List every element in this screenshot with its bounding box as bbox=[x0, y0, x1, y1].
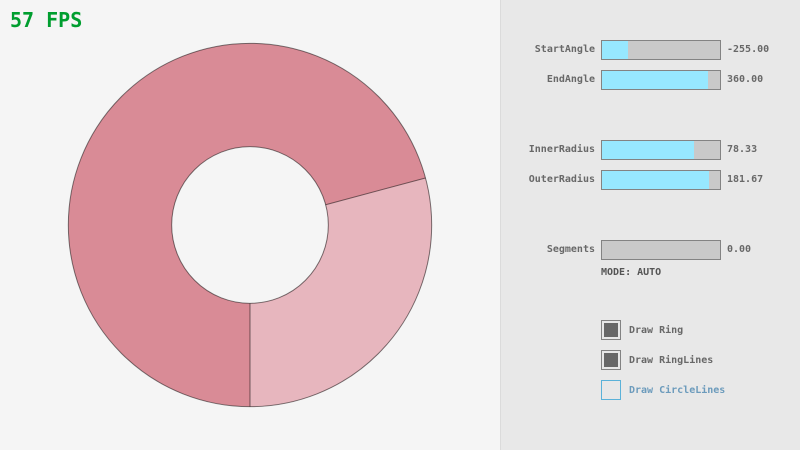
segments-value: 0.00 bbox=[727, 244, 752, 255]
endangle-slider[interactable] bbox=[601, 70, 721, 90]
slider-row-startangle: StartAngle -255.00 bbox=[501, 40, 800, 60]
check-mark bbox=[604, 353, 618, 367]
checkbox-draw-circlelines-box[interactable] bbox=[601, 380, 621, 400]
checkbox-draw-ring-label: Draw Ring bbox=[629, 324, 684, 336]
checkbox-draw-ring[interactable]: Draw Ring bbox=[601, 320, 683, 340]
startangle-value: -255.00 bbox=[727, 44, 770, 55]
checkbox-draw-ringlines[interactable]: Draw RingLines bbox=[601, 350, 713, 370]
startangle-slider[interactable] bbox=[601, 40, 721, 60]
segments-mode-text: MODE: AUTO bbox=[601, 267, 662, 278]
innerradius-slider-fill bbox=[602, 141, 695, 159]
outerradius-slider-fill bbox=[602, 171, 710, 189]
innerradius-label: InnerRadius bbox=[528, 144, 595, 155]
startangle-slider-fill bbox=[602, 41, 628, 59]
slider-row-endangle: EndAngle 360.00 bbox=[501, 70, 800, 90]
fps-counter: 57 FPS bbox=[10, 8, 83, 32]
check-mark bbox=[604, 383, 618, 397]
endangle-slider-fill bbox=[602, 71, 709, 89]
slider-row-segments: Segments 0.00 bbox=[501, 240, 800, 260]
endangle-label: EndAngle bbox=[546, 74, 595, 85]
outerradius-slider[interactable] bbox=[601, 170, 721, 190]
checkbox-draw-ringlines-label: Draw RingLines bbox=[629, 354, 714, 366]
outerradius-value: 181.67 bbox=[727, 174, 764, 185]
checkbox-draw-circlelines[interactable]: Draw CircleLines bbox=[601, 380, 725, 400]
innerradius-value: 78.33 bbox=[727, 144, 758, 155]
checkbox-draw-ring-box[interactable] bbox=[601, 320, 621, 340]
slider-row-innerradius: InnerRadius 78.33 bbox=[501, 140, 800, 160]
outerradius-label: OuterRadius bbox=[528, 174, 595, 185]
innerradius-slider[interactable] bbox=[601, 140, 721, 160]
endangle-value: 360.00 bbox=[727, 74, 764, 85]
check-mark bbox=[604, 323, 618, 337]
segments-label: Segments bbox=[546, 244, 595, 255]
segments-slider[interactable] bbox=[601, 240, 721, 260]
controls-panel: StartAngle -255.00 EndAngle 360.00 Inner… bbox=[500, 0, 800, 450]
slider-row-outerradius: OuterRadius 181.67 bbox=[501, 170, 800, 190]
checkbox-draw-ringlines-box[interactable] bbox=[601, 350, 621, 370]
startangle-label: StartAngle bbox=[534, 44, 595, 55]
checkbox-draw-circlelines-label: Draw CircleLines bbox=[629, 384, 726, 396]
